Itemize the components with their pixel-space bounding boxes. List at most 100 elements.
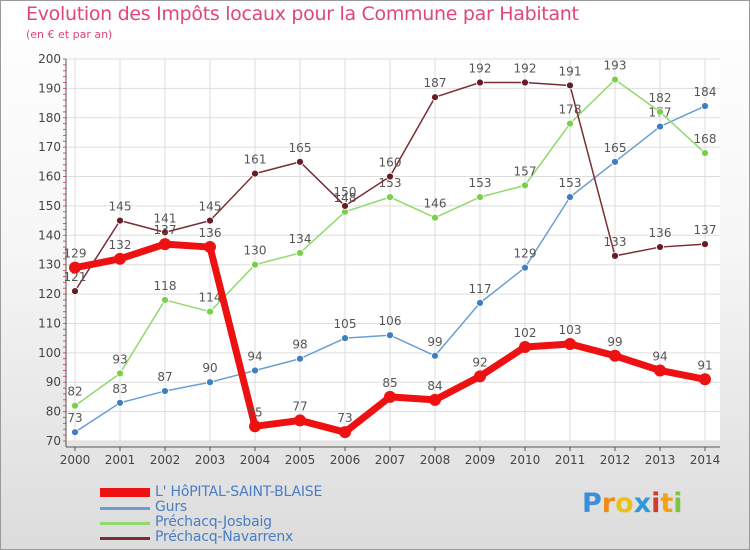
data-label: 73: [337, 411, 352, 425]
data-label: 93: [112, 352, 127, 366]
chart-subtitle: (en € et par an): [26, 28, 113, 41]
data-point: [476, 193, 484, 202]
y-tick-label: 170: [38, 140, 61, 154]
logo-letter: x: [633, 488, 652, 519]
data-point: [431, 213, 439, 222]
data-point: [386, 193, 394, 202]
y-tick-label: 110: [38, 316, 61, 330]
data-point: [69, 261, 81, 274]
data-label: 99: [607, 335, 622, 349]
data-point: [341, 334, 349, 343]
data-label: 165: [604, 141, 627, 155]
data-label: 114: [199, 291, 222, 305]
data-point: [701, 102, 709, 110]
data-label: 165: [289, 141, 312, 155]
data-label: 136: [649, 226, 672, 240]
data-label: 157: [514, 164, 537, 178]
data-point: [296, 157, 304, 166]
data-point: [116, 216, 124, 225]
data-point: [159, 238, 171, 251]
chart-title: Evolution des Impôts locaux pour la Comm…: [26, 3, 579, 25]
data-point: [654, 364, 666, 377]
data-point: [296, 354, 304, 363]
data-label: 134: [289, 232, 312, 246]
data-point: [611, 75, 619, 84]
data-label: 83: [112, 382, 127, 396]
logo-letter: o: [615, 488, 634, 519]
x-tick-label: 2006: [330, 453, 361, 467]
data-label: 141: [154, 211, 177, 225]
data-label: 137: [694, 223, 717, 237]
data-label: 94: [652, 349, 667, 363]
x-tick-label: 2001: [105, 453, 136, 467]
x-tick-label: 2005: [285, 453, 316, 467]
y-tick-label: 190: [38, 81, 61, 95]
data-label: 87: [157, 370, 172, 384]
data-label: 85: [382, 376, 397, 390]
y-tick-label: 120: [38, 287, 61, 301]
data-point: [611, 157, 619, 166]
data-point: [384, 390, 396, 403]
data-point: [566, 193, 574, 202]
legend-label-prechacq-navarrenx: Préchacq-Navarrenx: [155, 529, 294, 545]
data-label: 92: [472, 355, 487, 369]
data-point: [116, 398, 124, 407]
data-point: [476, 298, 484, 307]
data-label: 103: [559, 323, 582, 337]
data-point: [251, 260, 259, 269]
data-label: 192: [514, 62, 537, 76]
data-point: [609, 349, 621, 362]
data-label: 153: [469, 176, 492, 190]
data-point: [206, 216, 214, 225]
data-label: 192: [469, 62, 492, 76]
data-point: [474, 370, 486, 383]
data-point: [341, 202, 349, 210]
x-tick-label: 2000: [60, 453, 91, 467]
data-label: 146: [424, 197, 447, 211]
data-label: 75: [247, 405, 262, 419]
data-label: 132: [109, 238, 132, 252]
data-point: [161, 387, 169, 395]
y-tick-label: 80: [46, 405, 61, 419]
logo-letter: r: [601, 488, 616, 519]
data-point: [161, 228, 169, 237]
data-point: [71, 428, 79, 437]
y-tick-label: 160: [38, 170, 61, 184]
legend-swatch-gurs: [100, 507, 150, 510]
data-point: [161, 296, 169, 304]
data-point: [116, 369, 124, 378]
data-point: [204, 241, 216, 254]
data-label: 106: [379, 314, 402, 328]
x-tick-label: 2008: [420, 453, 451, 467]
proxiti-logo[interactable]: Proxiti: [582, 488, 683, 519]
data-point: [521, 181, 529, 190]
data-label: 187: [424, 76, 447, 90]
data-point: [656, 122, 664, 131]
data-label: 191: [559, 64, 582, 78]
y-tick-label: 140: [38, 228, 61, 242]
plot-area: [66, 59, 720, 441]
y-tick-label: 200: [38, 52, 61, 66]
data-label: 73: [67, 411, 82, 425]
legend-swatch-hopital: [100, 488, 150, 497]
data-label: 84: [427, 379, 442, 393]
x-tick-label: 2010: [510, 453, 541, 467]
data-point: [71, 287, 79, 296]
data-label: 94: [247, 349, 262, 363]
data-label: 117: [469, 282, 492, 296]
y-tick-label: 180: [38, 111, 61, 125]
data-label: 161: [244, 153, 267, 167]
data-label: 90: [202, 361, 217, 375]
data-point: [566, 119, 574, 128]
data-point: [699, 373, 711, 386]
data-label: 82: [67, 385, 82, 399]
data-point: [206, 307, 214, 316]
data-label: 121: [64, 270, 87, 284]
data-point: [431, 351, 439, 360]
data-label: 77: [292, 399, 307, 413]
data-label: 130: [244, 244, 267, 258]
data-point: [386, 172, 394, 181]
data-point: [431, 93, 439, 102]
data-point: [429, 393, 441, 406]
